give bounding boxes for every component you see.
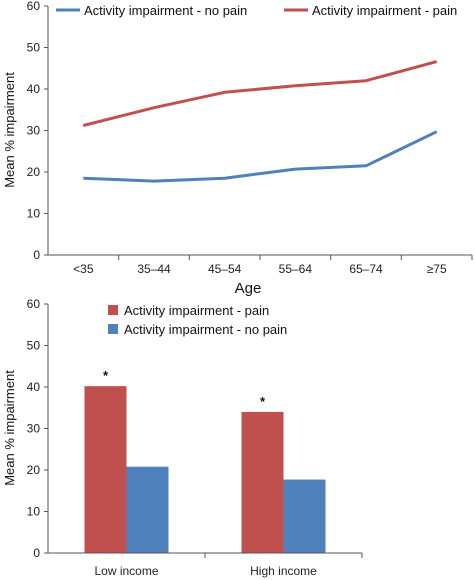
line-chart: Mean % impairment Age 0 10 20 30 40 50 60 <35 3…	[2, 0, 473, 297]
x-tick-label: <35	[73, 262, 94, 276]
y-tick-label: 30	[27, 422, 41, 436]
line-series-pain	[82, 60, 438, 127]
legend-swatch-pain	[108, 305, 118, 315]
bar-chart-x-ticks: Low income High income	[94, 553, 363, 578]
bar-no-pain	[283, 479, 326, 553]
y-tick-label: 0	[33, 546, 40, 560]
y-tick-label: 0	[33, 248, 40, 262]
bar-chart-legend: Activity impairment - pain Activity impa…	[108, 303, 287, 337]
legend-label-no-pain: Activity impairment - no pain	[124, 322, 287, 337]
x-tick-label: 65–74	[349, 262, 383, 276]
significance-marker: *	[103, 368, 109, 383]
bar-chart-y-ticks: 0 10 20 30 40 50 60	[27, 297, 48, 560]
legend-swatch-no-pain	[108, 324, 118, 334]
y-tick-label: 30	[27, 124, 41, 138]
bar-chart: Mean % impairment 0 10 20 30 40 50 60 Low inco…	[2, 297, 363, 578]
bar-pain	[241, 411, 284, 553]
legend-label-pain: Activity impairment - pain	[124, 303, 269, 318]
y-tick-label: 20	[27, 463, 41, 477]
y-tick-label: 10	[27, 207, 41, 221]
y-tick-label: 40	[27, 380, 41, 394]
bar-no-pain	[126, 466, 169, 553]
x-tick-label: Low income	[94, 564, 158, 578]
line-chart-y-ticks: 0 10 20 30 40 50 60	[27, 0, 48, 262]
x-tick-label: 35–44	[137, 262, 171, 276]
legend-label-pain: Activity impairment - pain	[312, 3, 457, 18]
line-chart-series	[82, 60, 438, 183]
y-tick-label: 50	[27, 41, 41, 55]
x-tick-label: ≥75	[427, 262, 447, 276]
y-tick-label: 40	[27, 82, 41, 96]
line-series-no-pain	[83, 130, 438, 183]
y-tick-label: 60	[27, 297, 41, 311]
bar-chart-y-axis-title: Mean % impairment	[2, 370, 17, 486]
significance-marker: *	[260, 394, 266, 409]
line-chart-x-ticks: <35 35–44 45–54 55–64 65–74 ≥75	[73, 255, 473, 276]
x-tick-label: 45–54	[208, 262, 242, 276]
y-tick-label: 10	[27, 505, 41, 519]
x-tick-label: High income	[250, 564, 317, 578]
line-chart-x-axis-title: Age	[235, 280, 262, 297]
line-chart-y-axis-title: Mean % impairment	[2, 72, 17, 188]
y-tick-label: 50	[27, 339, 41, 353]
bar-chart-bars: **	[84, 368, 326, 553]
legend-label-no-pain: Activity impairment - no pain	[84, 3, 247, 18]
y-tick-label: 20	[27, 165, 41, 179]
y-tick-label: 60	[27, 0, 41, 13]
x-tick-label: 55–64	[279, 262, 313, 276]
bar-pain	[84, 386, 127, 553]
line-chart-legend: Activity impairment - no pain Activity i…	[56, 3, 457, 18]
